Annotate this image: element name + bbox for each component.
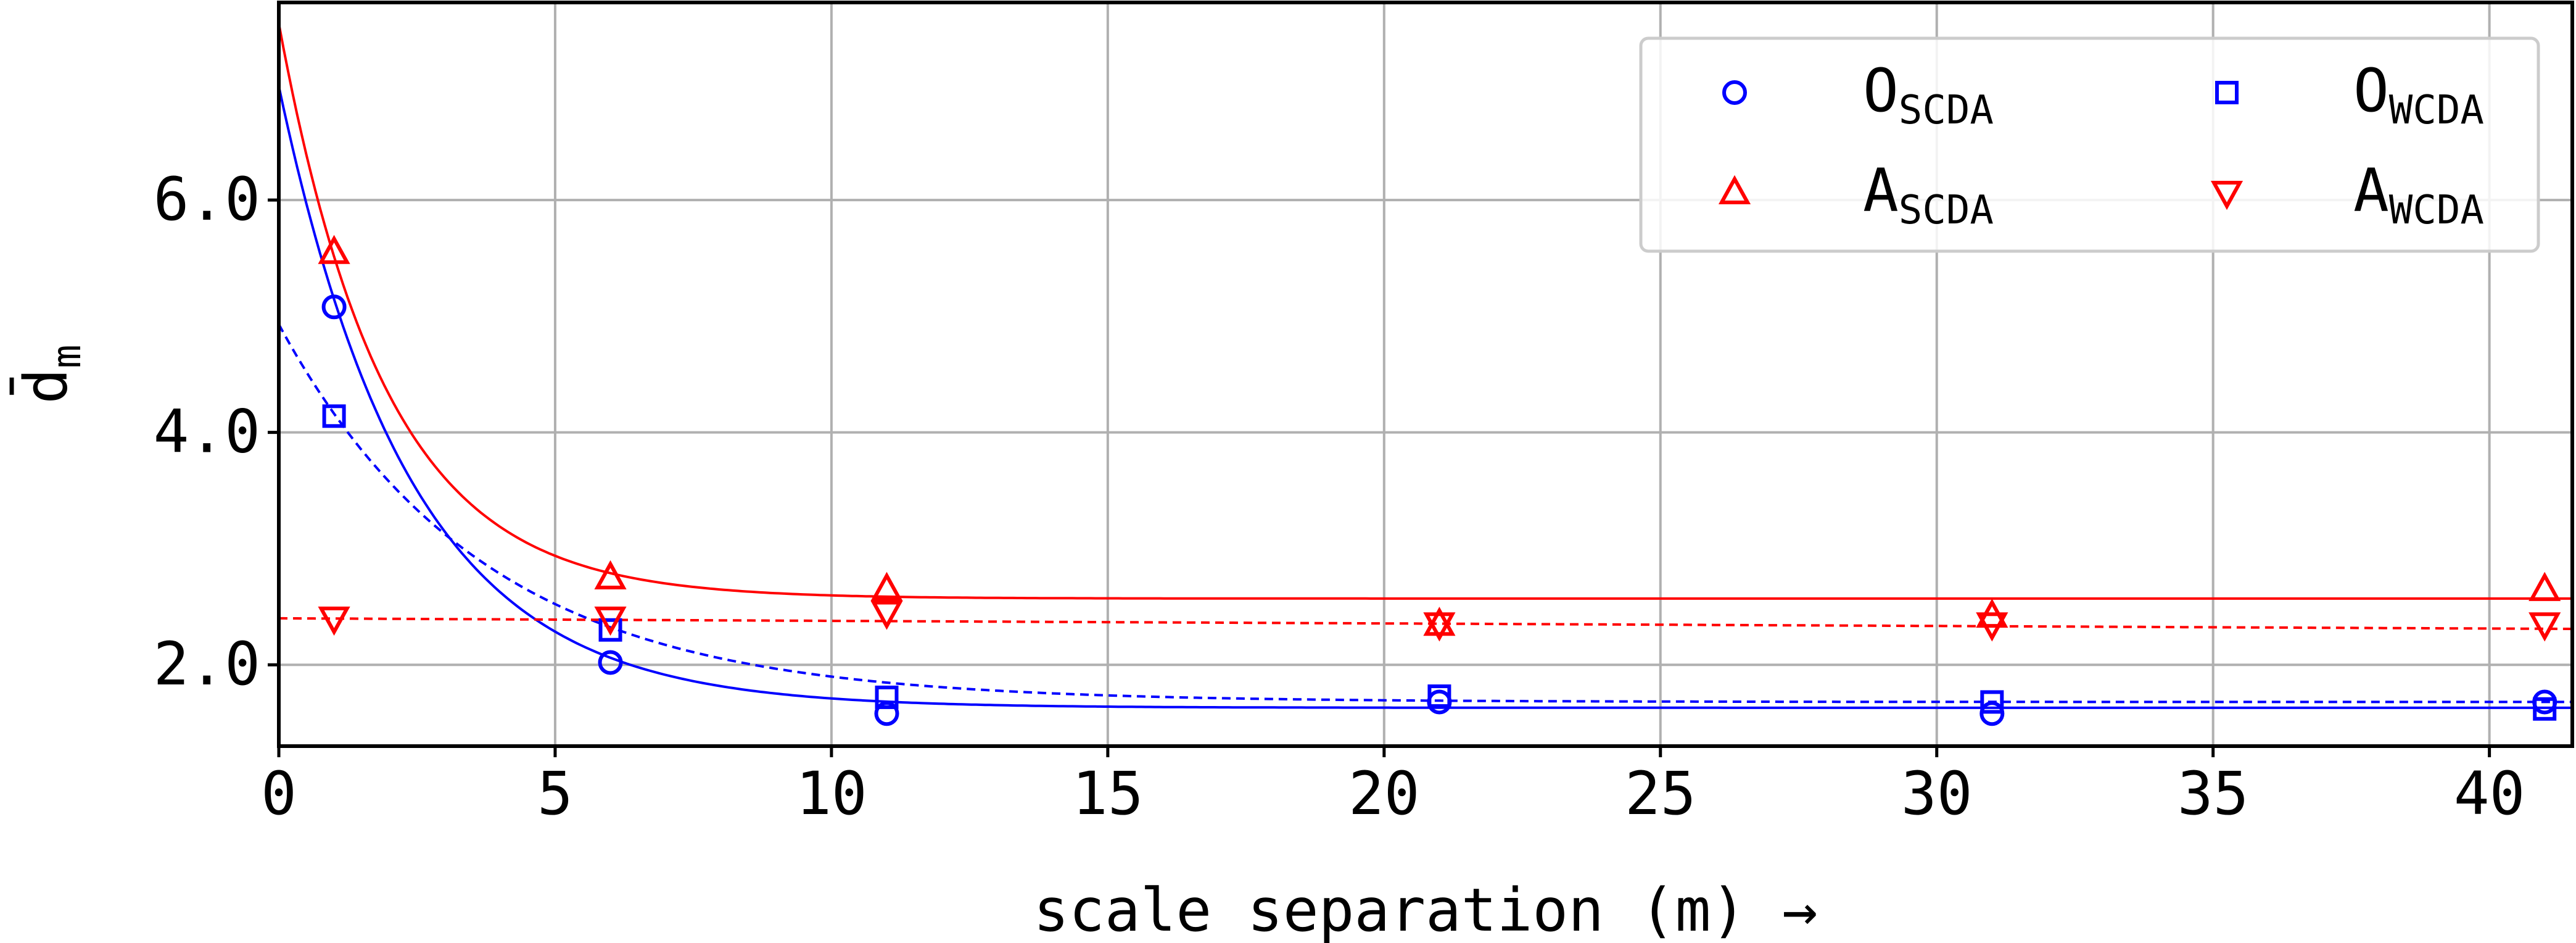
fit-curve bbox=[278, 86, 2572, 709]
x-tick-label: 30 bbox=[1901, 759, 1973, 828]
marker-triangle-down bbox=[2529, 612, 2561, 642]
legend-label: OWCDA bbox=[2353, 56, 2484, 133]
y-axis-label-base: d̄ bbox=[10, 368, 81, 404]
x-tick-label: 5 bbox=[537, 759, 573, 828]
marker-triangle-down bbox=[594, 606, 627, 636]
x-tick-label: 10 bbox=[796, 759, 867, 828]
marker-triangle-down bbox=[1976, 612, 2008, 642]
fit-curve bbox=[278, 23, 2572, 600]
fit-curve bbox=[279, 617, 2573, 631]
marker-triangle-up bbox=[870, 571, 903, 601]
legend-label: OSCDA bbox=[1863, 56, 1994, 133]
marker-circle bbox=[598, 650, 623, 675]
marker-triangle-up bbox=[318, 235, 350, 264]
legend-label-base: O bbox=[2353, 56, 2389, 125]
marker-square bbox=[1427, 684, 1451, 708]
legend-label-sub: SCDA bbox=[1899, 88, 1994, 133]
marker-circle bbox=[321, 294, 347, 320]
marker-triangle-down bbox=[2210, 181, 2244, 210]
y-tick-label: 4.0 bbox=[154, 397, 260, 467]
x-tick-label: 40 bbox=[2454, 759, 2525, 828]
legend-box bbox=[1639, 36, 2540, 253]
x-tick-label: 15 bbox=[1072, 759, 1144, 828]
marker-circle bbox=[1722, 80, 1747, 105]
marker-square bbox=[2533, 697, 2557, 721]
x-tick-label: 20 bbox=[1348, 759, 1420, 828]
marker-square bbox=[322, 404, 346, 428]
marker-triangle-down bbox=[318, 606, 350, 636]
y-axis: 2.0 4.0 6.0 bbox=[154, 165, 279, 699]
fit-curves bbox=[278, 23, 2573, 709]
marker-square bbox=[598, 618, 622, 642]
marker-square bbox=[875, 685, 899, 709]
marker-triangle-down bbox=[870, 600, 903, 630]
legend-label-base: A bbox=[1863, 156, 1899, 225]
legend-label: ASCDA bbox=[1863, 156, 1994, 233]
y-axis-label-sub: m bbox=[44, 344, 90, 368]
legend-label-base: O bbox=[1863, 56, 1899, 125]
marker-circle bbox=[874, 701, 899, 726]
x-axis: 0 5 10 15 20 25 30 35 40 bbox=[261, 746, 2525, 828]
data-markers bbox=[318, 235, 2561, 726]
y-axis-label: d̄m bbox=[10, 344, 90, 404]
y-tick-label: 6.0 bbox=[154, 165, 260, 234]
marker-triangle-down bbox=[1423, 612, 1456, 642]
marker-square bbox=[1980, 690, 2004, 714]
x-axis-label: scale separation (m) → bbox=[1033, 876, 1818, 943]
marker-triangle-up bbox=[2529, 571, 2561, 601]
legend-label-sub: WCDA bbox=[2389, 88, 2484, 133]
legend-label-sub: WCDA bbox=[2389, 188, 2484, 233]
x-tick-label: 25 bbox=[1625, 759, 1696, 828]
marker-triangle-up bbox=[1718, 175, 1751, 204]
fit-curve bbox=[278, 323, 2572, 704]
legend-label-base: A bbox=[2353, 156, 2389, 225]
y-tick-label: 2.0 bbox=[154, 629, 260, 699]
x-tick-label: 0 bbox=[261, 759, 297, 828]
x-tick-label: 35 bbox=[2178, 759, 2249, 828]
legend-label-sub: SCDA bbox=[1899, 188, 1994, 233]
marker-square bbox=[2215, 81, 2239, 104]
plot-frame bbox=[277, 1, 2574, 748]
marker-triangle-up bbox=[594, 560, 627, 589]
marker-circle bbox=[1427, 689, 1452, 715]
legend-label: AWCDA bbox=[2353, 156, 2484, 233]
